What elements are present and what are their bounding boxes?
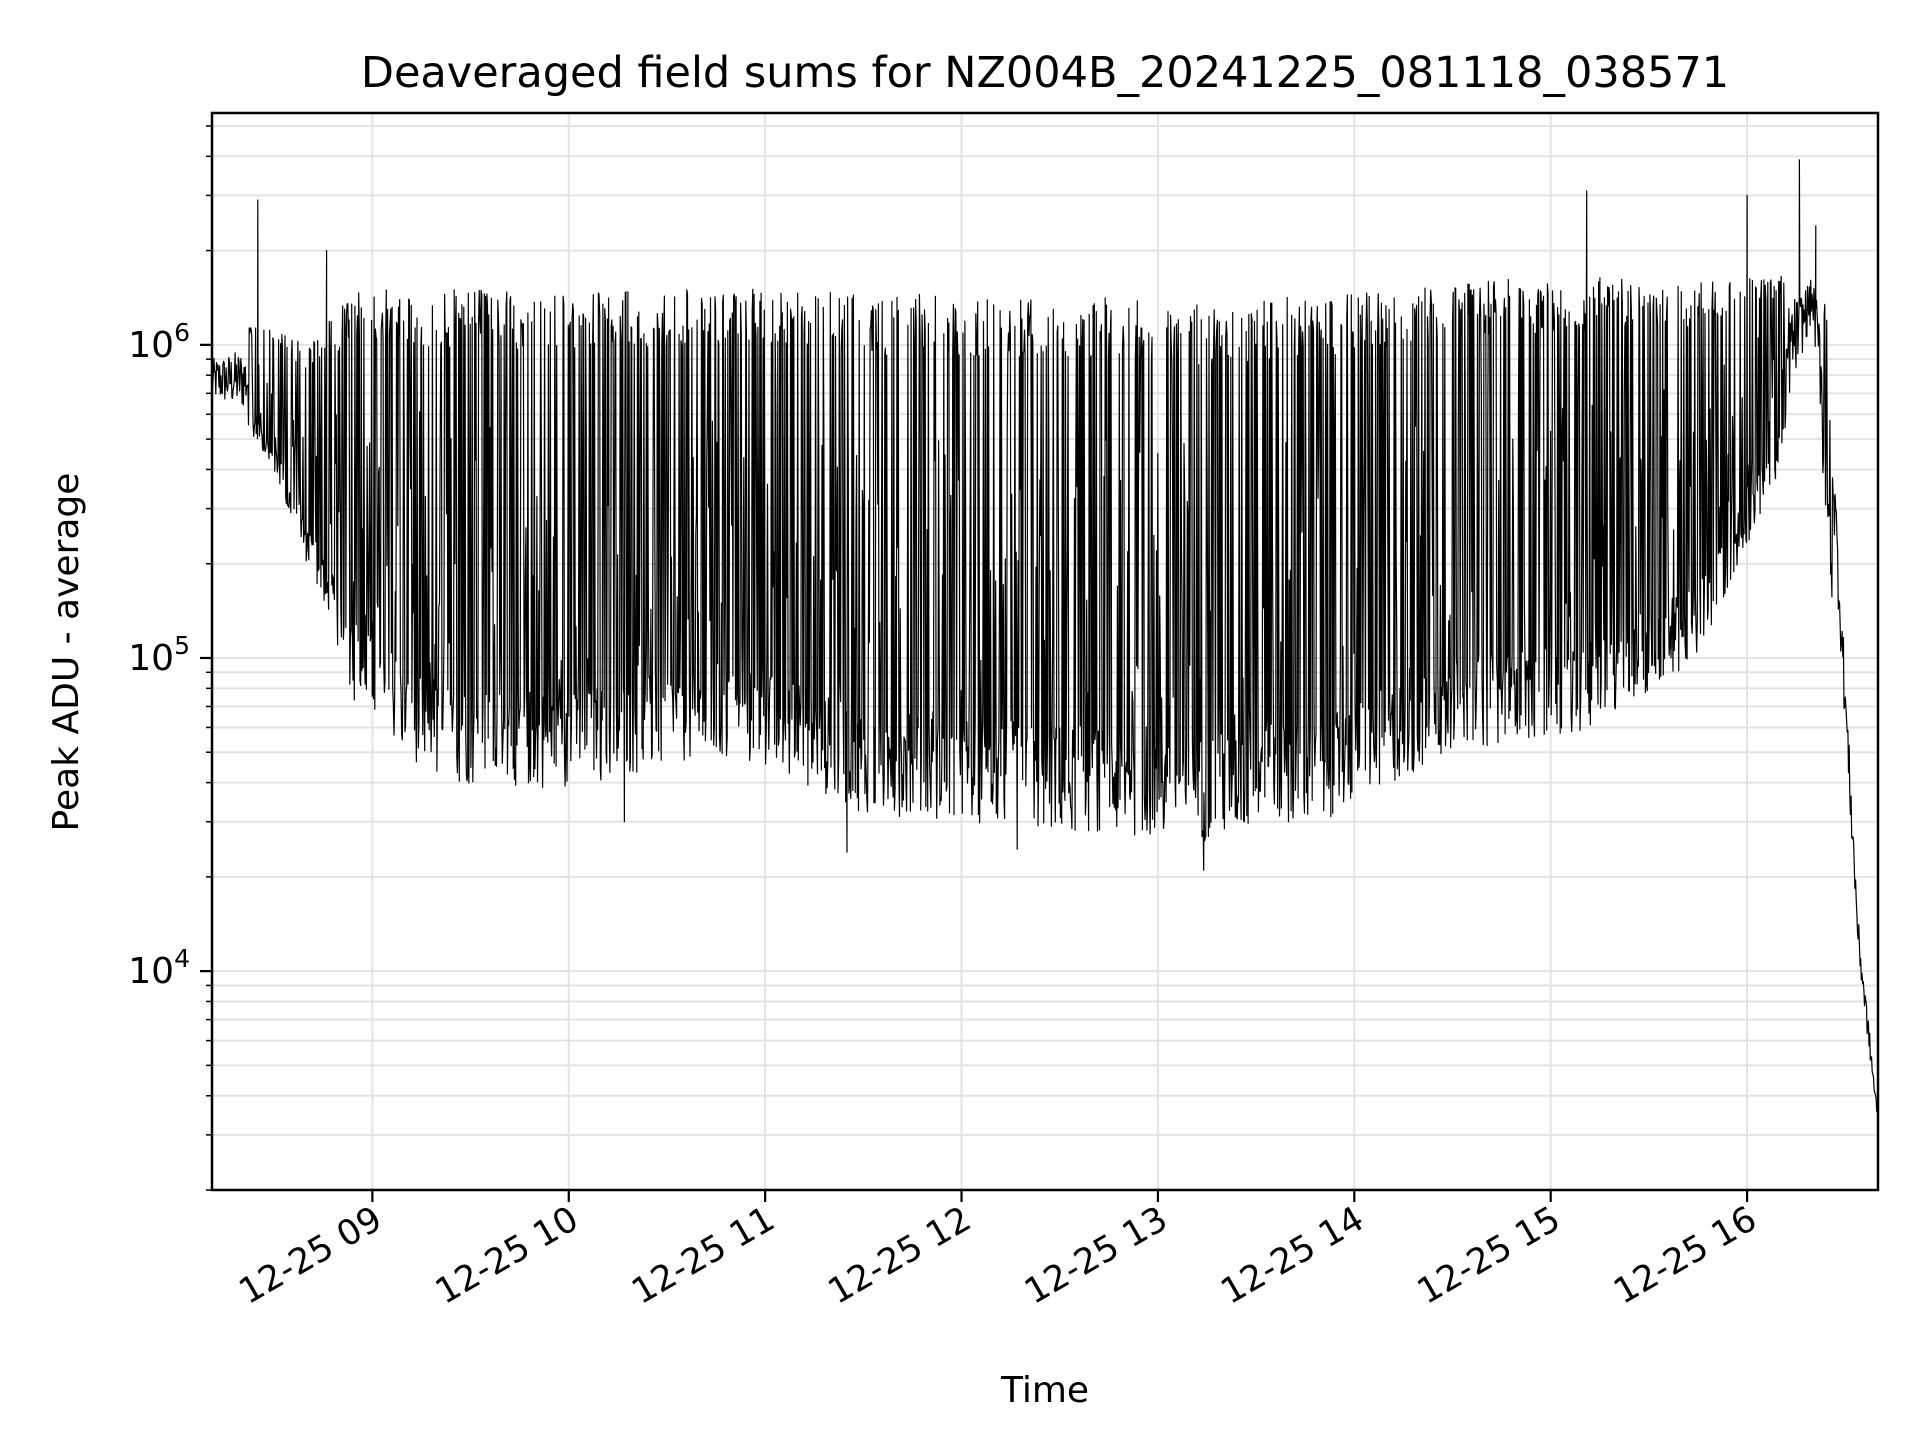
x-axis-label: Time xyxy=(1000,1370,1089,1411)
x-tick-label: 12-25 10 xyxy=(429,1199,585,1312)
series-line xyxy=(211,159,1879,1121)
y-tick-label: 105 xyxy=(128,631,190,679)
x-tick-label: 12-25 15 xyxy=(1411,1199,1567,1312)
x-tick-label: 12-25 14 xyxy=(1215,1199,1371,1312)
y-tick-label: 104 xyxy=(128,944,190,992)
x-tick-label: 12-25 09 xyxy=(233,1199,389,1312)
y-axis-label: Peak ADU - average xyxy=(46,473,87,832)
chart-title: Deaveraged field sums for NZ004B_2024122… xyxy=(361,48,1729,98)
x-tick-label: 12-25 13 xyxy=(1018,1199,1174,1312)
plot-frame xyxy=(210,111,1880,1192)
x-tick-label: 12-25 12 xyxy=(822,1199,978,1312)
x-tick-label: 12-25 16 xyxy=(1607,1199,1763,1312)
x-tick-label: 12-25 11 xyxy=(625,1199,781,1312)
y-tick-label: 106 xyxy=(128,318,190,366)
